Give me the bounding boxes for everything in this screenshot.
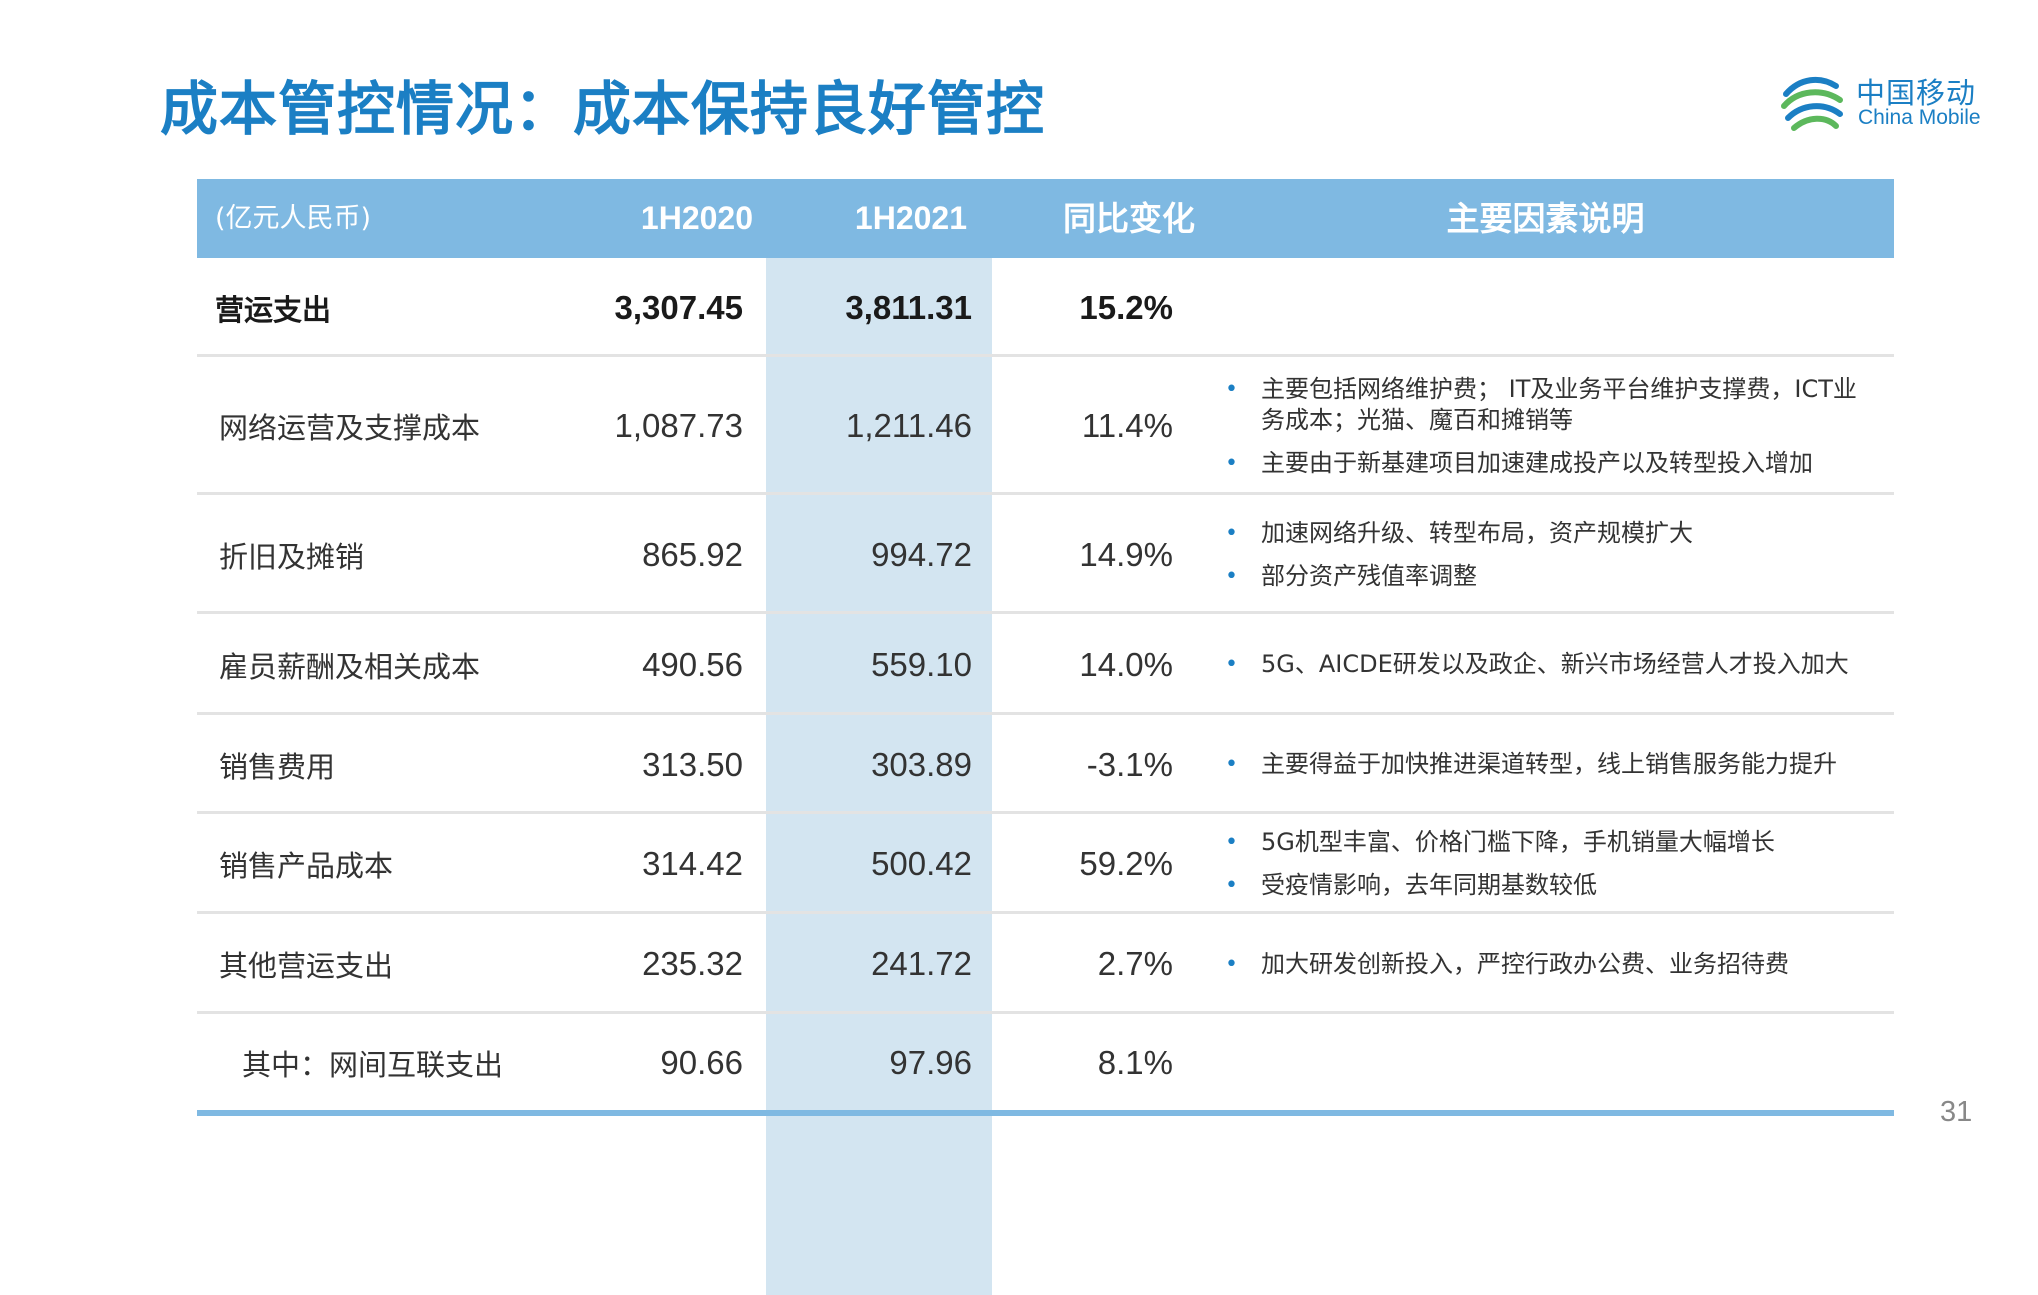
value-1h2021: 303.89 [871, 745, 972, 783]
row-label: 雇员薪酬及相关成本 [219, 649, 481, 684]
bullet-icon: • [1225, 951, 1238, 977]
value-1h2021: 1,211.46 [845, 407, 972, 444]
bullet-icon: • [1225, 873, 1238, 898]
row-notes: • 加大研发创新投入，严控行政办公费、业务招待费 [1221, 914, 1876, 1014]
table-row-employee-costs: 雇员薪酬及相关成本 490.56 559.10 14.0% • 5G、AICDE… [197, 614, 1894, 715]
china-mobile-logo-icon [1781, 76, 1843, 131]
value-1h2020: 90.66 [660, 1044, 743, 1081]
note-text: 受疫情影响，去年同期基数较低 [1261, 871, 1597, 899]
row-divider [197, 811, 1894, 814]
header-key-factors: 主要因素说明 [1446, 199, 1645, 238]
bullet-icon: • [1225, 376, 1238, 402]
page-number: 31 [1940, 1096, 1973, 1128]
header-unit: (亿元人民币) [215, 203, 372, 234]
value-1h2021: 3,811.31 [845, 288, 972, 326]
value-1h2020: 1,087.73 [614, 407, 743, 444]
note-item: • 主要得益于加快推进渠道转型，线上销售服务能力提升 [1221, 749, 1876, 780]
value-yoy-change: -3.1% [1086, 745, 1173, 783]
row-label: 折旧及摊销 [219, 539, 365, 574]
row-notes: • 主要包括网络维护费； IT及业务平台维护支撑费，ICT业务成本；光猫、魔百和… [1221, 357, 1876, 495]
logo-text-cn: 中国移动 [1856, 76, 1977, 110]
header-1h2021: 1H2021 [854, 200, 967, 236]
table-bottom-border [197, 1110, 1894, 1116]
value-1h2020: 865.92 [642, 535, 743, 573]
note-text: 5G、AICDE研发以及政企、新兴市场经营人才投入加大 [1261, 650, 1849, 678]
row-divider [197, 911, 1894, 914]
bullet-icon: • [1225, 830, 1238, 855]
row-divider [197, 611, 1894, 614]
value-1h2020: 235.32 [642, 945, 743, 982]
cost-table: (亿元人民币) 1H2020 1H2021 同比变化 主要因素说明 营运支出 3… [197, 179, 1894, 1295]
row-divider [197, 492, 1894, 495]
row-divider [197, 354, 1894, 357]
value-1h2020: 313.50 [642, 745, 743, 783]
table-row-cost-of-products: 销售产品成本 314.42 500.42 59.2% • 5G机型丰富、价格门槛… [197, 814, 1894, 914]
value-1h2021: 97.96 [889, 1044, 972, 1081]
table-row-depreciation: 折旧及摊销 865.92 994.72 14.9% • 加速网络升级、转型布局，… [197, 495, 1894, 614]
bullet-icon: • [1225, 520, 1238, 546]
value-yoy-change: 14.9% [1079, 535, 1173, 573]
note-item: • 受疫情影响，去年同期基数较低 [1221, 870, 1876, 901]
value-1h2020: 490.56 [642, 645, 743, 683]
value-yoy-change: 11.4% [1081, 407, 1173, 444]
row-label: 其他营运支出 [219, 949, 394, 983]
table-row-selling-expenses: 销售费用 313.50 303.89 -3.1% • 主要得益于加快推进渠道转型… [197, 715, 1894, 814]
page-title: 成本管控情况：成本保持良好管控 [160, 75, 1046, 143]
value-yoy-change: 2.7% [1097, 945, 1173, 982]
note-text: 主要由于新基建项目加速建成投产以及转型投入增加 [1261, 448, 1813, 477]
value-1h2021: 994.72 [871, 535, 972, 573]
bullet-icon: • [1225, 752, 1238, 777]
note-item: • 主要包括网络维护费； IT及业务平台维护支撑费，ICT业务成本；光猫、魔百和… [1221, 374, 1876, 436]
table-row-network-costs: 网络运营及支撑成本 1,087.73 1,211.46 11.4% • 主要包括… [197, 357, 1894, 495]
note-text: 主要包括网络维护费； IT及业务平台维护支撑费，ICT业务成本；光猫、魔百和摊销… [1261, 374, 1857, 434]
value-yoy-change: 59.2% [1079, 845, 1173, 882]
row-label: 营运支出 [215, 292, 332, 327]
note-text: 主要得益于加快推进渠道转型，线上销售服务能力提升 [1261, 750, 1837, 778]
china-mobile-logo: 中国移动 China Mobile [1778, 64, 1998, 144]
row-label: 网络运营及支撑成本 [219, 411, 481, 445]
row-label: 其中：网间互联支出 [242, 1048, 504, 1082]
header-1h2020: 1H2020 [640, 200, 753, 236]
note-text: 部分资产残值率调整 [1261, 561, 1477, 590]
value-yoy-change: 14.0% [1079, 645, 1173, 683]
note-item: • 5G机型丰富、价格门槛下降，手机销量大幅增长 [1221, 827, 1876, 858]
table-row-operating-expenses: 营运支出 3,307.45 3,811.31 15.2% [197, 258, 1894, 357]
value-yoy-change: 15.2% [1079, 288, 1173, 326]
header-yoy-change: 同比变化 [1063, 199, 1195, 238]
highlight-column-1h2021 [766, 258, 992, 1295]
row-label: 销售产品成本 [219, 849, 394, 883]
table-row-other-expenses: 其他营运支出 235.32 241.72 2.7% • 加大研发创新投入，严控行… [197, 914, 1894, 1014]
value-1h2021: 500.42 [871, 845, 972, 882]
bullet-icon: • [1225, 450, 1238, 476]
logo-text-en: China Mobile [1858, 106, 1981, 129]
row-notes: • 5G、AICDE研发以及政企、新兴市场经营人才投入加大 [1221, 614, 1876, 715]
value-1h2021: 241.72 [871, 945, 972, 982]
note-item: • 主要由于新基建项目加速建成投产以及转型投入增加 [1221, 448, 1876, 479]
note-text: 加速网络升级、转型布局，资产规模扩大 [1261, 518, 1693, 547]
value-yoy-change: 8.1% [1097, 1044, 1173, 1081]
note-text: 5G机型丰富、价格门槛下降，手机销量大幅增长 [1261, 828, 1775, 856]
note-item: • 部分资产残值率调整 [1221, 561, 1876, 592]
bullet-icon: • [1225, 563, 1238, 589]
row-notes: • 主要得益于加快推进渠道转型，线上销售服务能力提升 [1221, 715, 1876, 814]
value-1h2021: 559.10 [871, 645, 972, 683]
row-divider [197, 712, 1894, 715]
table-header: (亿元人民币) 1H2020 1H2021 同比变化 主要因素说明 [197, 179, 1894, 258]
row-divider [197, 1011, 1894, 1014]
note-item: • 5G、AICDE研发以及政企、新兴市场经营人才投入加大 [1221, 649, 1876, 680]
table-row-interconnection: 其中：网间互联支出 90.66 97.96 8.1% [197, 1014, 1894, 1112]
note-item: • 加速网络升级、转型布局，资产规模扩大 [1221, 518, 1876, 549]
value-1h2020: 314.42 [642, 845, 743, 882]
row-label: 销售费用 [219, 749, 336, 784]
note-item: • 加大研发创新投入，严控行政办公费、业务招待费 [1221, 949, 1876, 980]
bullet-icon: • [1225, 652, 1238, 677]
note-text: 加大研发创新投入，严控行政办公费、业务招待费 [1261, 949, 1789, 978]
row-notes: • 加速网络升级、转型布局，资产规模扩大 • 部分资产残值率调整 [1221, 495, 1876, 614]
row-notes: • 5G机型丰富、价格门槛下降，手机销量大幅增长 • 受疫情影响，去年同期基数较… [1221, 814, 1876, 914]
value-1h2020: 3,307.45 [614, 288, 743, 326]
